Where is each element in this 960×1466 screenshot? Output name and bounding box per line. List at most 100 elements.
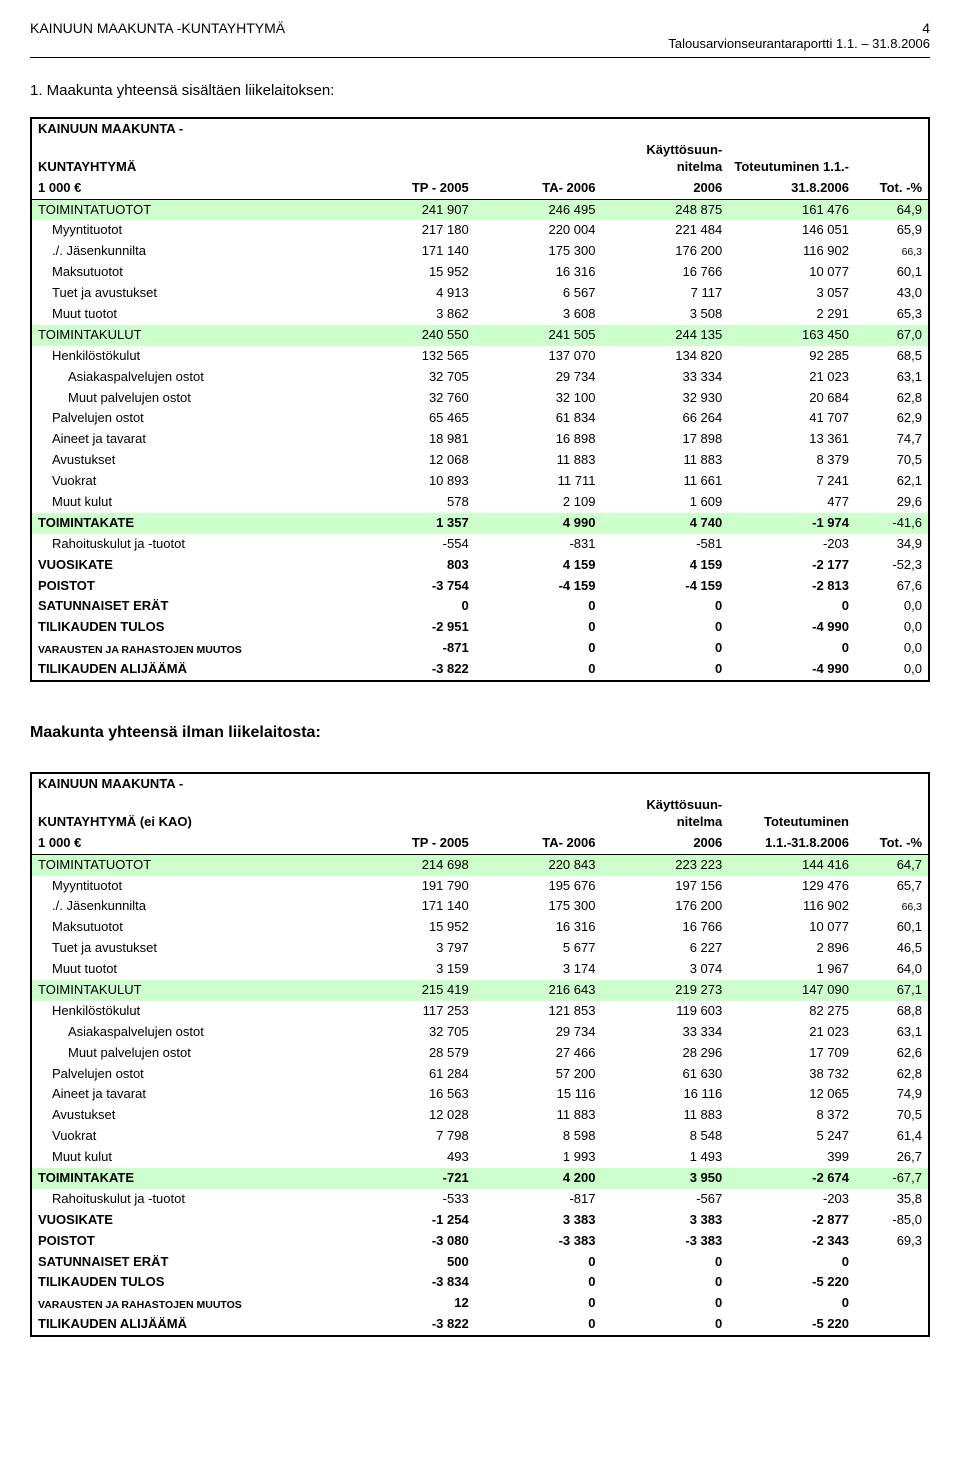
row-value: 28 579 (348, 1043, 475, 1064)
row-value: -3 383 (475, 1231, 602, 1252)
row-value: 6 567 (475, 283, 602, 304)
col-header: Käyttösuun-nitelma (601, 795, 728, 833)
row-value: 0 (601, 617, 728, 638)
row-value: 2 291 (728, 304, 855, 325)
row-value: 16 316 (475, 262, 602, 283)
row-value: 219 273 (601, 980, 728, 1001)
row-label: TOIMINTAKULUT (31, 980, 348, 1001)
row-value: 3 862 (348, 304, 475, 325)
table-row: Muut kulut4931 9931 49339926,7 (31, 1147, 929, 1168)
col-header: Toteutuminen 1.1.- (728, 140, 855, 178)
row-pct: 61,4 (855, 1126, 929, 1147)
row-value: 246 495 (475, 199, 602, 220)
row-label: Aineet ja tavarat (31, 1084, 348, 1105)
row-value: 8 372 (728, 1105, 855, 1126)
row-label: POISTOT (31, 1231, 348, 1252)
row-value: 12 (348, 1293, 475, 1314)
row-value: 61 630 (601, 1064, 728, 1085)
row-value: 11 661 (601, 471, 728, 492)
row-value: 175 300 (475, 241, 602, 262)
empty (855, 795, 929, 833)
table-row: TOIMINTAKULUT240 550241 505244 135163 45… (31, 325, 929, 346)
row-label: Tuet ja avustukset (31, 283, 348, 304)
row-value: 0 (601, 1293, 728, 1314)
empty (728, 773, 855, 795)
row-value: -3 383 (601, 1231, 728, 1252)
col-header: Tot. -% (855, 178, 929, 199)
row-value: 116 902 (728, 241, 855, 262)
row-value: 0 (728, 1252, 855, 1273)
row-value: 11 711 (475, 471, 602, 492)
page-number: 4 (668, 20, 930, 36)
row-value: 0 (348, 596, 475, 617)
row-value: 82 275 (728, 1001, 855, 1022)
row-pct: 35,8 (855, 1189, 929, 1210)
row-value: 221 484 (601, 220, 728, 241)
row-pct: -41,6 (855, 513, 929, 534)
col-header: 31.8.2006 (728, 178, 855, 199)
row-value: 11 883 (475, 1105, 602, 1126)
row-value: 65 465 (348, 408, 475, 429)
row-pct: 67,6 (855, 576, 929, 597)
row-value: 7 798 (348, 1126, 475, 1147)
row-value: 1 993 (475, 1147, 602, 1168)
header-divider (30, 57, 930, 58)
row-value: 399 (728, 1147, 855, 1168)
row-value: 0 (601, 1272, 728, 1293)
row-value: 4 990 (475, 513, 602, 534)
row-value: 92 285 (728, 346, 855, 367)
table-row: Avustukset12 02811 88311 8838 37270,5 (31, 1105, 929, 1126)
row-value: 121 853 (475, 1001, 602, 1022)
table-row: VUOSIKATE-1 2543 3833 383-2 877-85,0 (31, 1210, 929, 1231)
row-value: 117 253 (348, 1001, 475, 1022)
row-pct: 66,3 (855, 896, 929, 917)
row-value: -4 990 (728, 617, 855, 638)
row-label: Henkilöstökulut (31, 346, 348, 367)
row-value: 4 159 (475, 555, 602, 576)
col-header: Tot. -% (855, 833, 929, 854)
row-value: 20 684 (728, 388, 855, 409)
section-title: 1. Maakunta yhteensä sisältäen liikelait… (30, 82, 930, 99)
row-value: 4 159 (601, 555, 728, 576)
row-value: 244 135 (601, 325, 728, 346)
row-value: 16 766 (601, 917, 728, 938)
row-value: 3 383 (475, 1210, 602, 1231)
report-title: Talousarvionseurantaraportti 1.1. – 31.8… (668, 36, 930, 51)
empty (348, 773, 475, 795)
row-value: 33 334 (601, 367, 728, 388)
row-value: 0 (728, 1293, 855, 1314)
row-pct: 26,7 (855, 1147, 929, 1168)
row-value: 0 (601, 1314, 728, 1336)
row-pct: 60,1 (855, 262, 929, 283)
row-value: -3 834 (348, 1272, 475, 1293)
row-value: -831 (475, 534, 602, 555)
row-value: -567 (601, 1189, 728, 1210)
row-value: 3 174 (475, 959, 602, 980)
row-label: ./. Jäsenkunnilta (31, 241, 348, 262)
table-row: Henkilöstökulut132 565137 070134 82092 2… (31, 346, 929, 367)
row-value: 32 705 (348, 1022, 475, 1043)
row-value: -5 220 (728, 1272, 855, 1293)
table-row: Avustukset12 06811 88311 8838 37970,5 (31, 450, 929, 471)
row-value: -5 220 (728, 1314, 855, 1336)
row-value: 18 981 (348, 429, 475, 450)
row-value: -817 (475, 1189, 602, 1210)
row-value: -2 674 (728, 1168, 855, 1189)
row-value: 134 820 (601, 346, 728, 367)
row-value: 223 223 (601, 854, 728, 875)
row-value: -203 (728, 534, 855, 555)
row-value: 16 116 (601, 1084, 728, 1105)
row-value: -871 (348, 638, 475, 659)
row-pct: 46,5 (855, 938, 929, 959)
table-row: Henkilöstökulut117 253121 853119 60382 2… (31, 1001, 929, 1022)
row-pct: 29,6 (855, 492, 929, 513)
row-value: 8 548 (601, 1126, 728, 1147)
row-pct: 63,1 (855, 1022, 929, 1043)
row-value: 215 419 (348, 980, 475, 1001)
row-value: 16 898 (475, 429, 602, 450)
col-header: Käyttösuun-nitelma (601, 140, 728, 178)
row-value: 0 (475, 596, 602, 617)
row-value: 1 493 (601, 1147, 728, 1168)
col-header: TA- 2006 (475, 833, 602, 854)
row-value: 216 643 (475, 980, 602, 1001)
